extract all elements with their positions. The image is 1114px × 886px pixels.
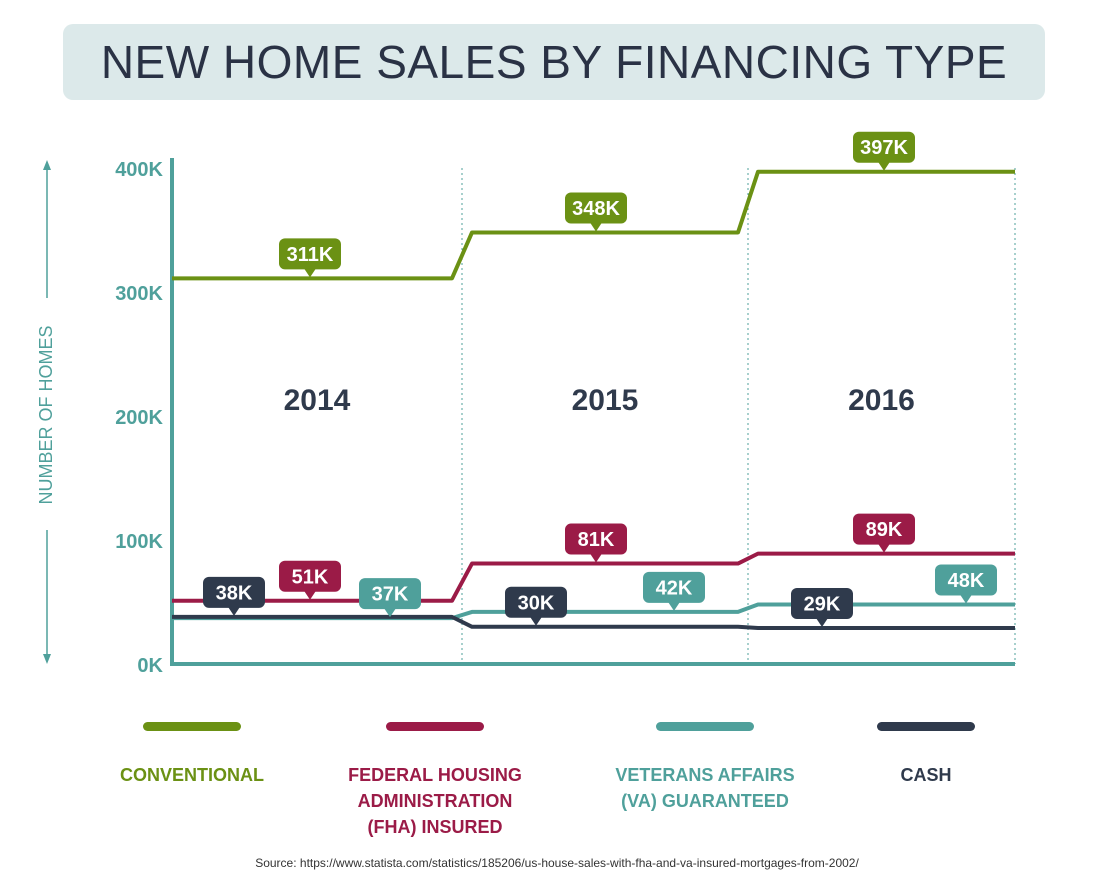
series-line [172, 169, 1015, 281]
data-label: 311K [279, 238, 341, 278]
data-label-text: 42K [656, 577, 693, 599]
data-label: 48K [935, 564, 997, 604]
source-note: Source: https://www.statista.com/statist… [255, 856, 859, 870]
data-label-text: 51K [292, 566, 329, 588]
data-label: 51K [279, 560, 341, 600]
data-label-text: 89K [866, 519, 903, 541]
data-label-text: 29K [804, 594, 841, 616]
year-label: 2015 [572, 384, 639, 417]
legend-swatch [143, 722, 241, 731]
data-label-text: 30K [518, 592, 555, 614]
y-axis-label: NUMBER OF HOMES [36, 325, 56, 504]
y-tick-label: 0K [137, 655, 163, 677]
data-label-text: 81K [578, 529, 615, 551]
y-tick-label: 300K [115, 283, 163, 305]
data-label: 38K [203, 576, 265, 616]
series-line [172, 614, 1015, 631]
legend-label: VETERANS AFFAIRS (VA) GUARANTEED [615, 765, 795, 811]
legend-swatch [386, 722, 484, 731]
legend-label: CASH [900, 765, 952, 785]
y-tick-label: 100K [115, 531, 163, 553]
data-label: 81K [565, 523, 627, 563]
data-label: 348K [565, 192, 627, 232]
chart-title: NEW HOME SALES BY FINANCING TYPE [100, 36, 1008, 88]
legend-item: CONVENTIONAL [82, 722, 302, 788]
data-label-text: 48K [948, 570, 985, 592]
data-label-text: 397K [860, 137, 908, 159]
legend-swatch [877, 722, 975, 731]
data-label: 397K [853, 131, 915, 171]
data-label: 37K [359, 578, 421, 618]
data-label: 29K [791, 588, 853, 628]
legend-item: FEDERAL HOUSING ADMINISTRATION (FHA) INS… [325, 722, 545, 840]
data-label: 30K [505, 586, 567, 626]
legend-item: VETERANS AFFAIRS (VA) GUARANTEED [595, 722, 815, 814]
y-tick-label: 200K [115, 407, 163, 429]
legend-label: CONVENTIONAL [120, 765, 264, 785]
data-label-text: 348K [572, 198, 620, 220]
legend-item: CASH [816, 722, 1036, 788]
year-label: 2016 [848, 384, 915, 417]
arrow-down-icon [43, 654, 51, 664]
data-label: 42K [643, 571, 705, 611]
title-banner: NEW HOME SALES BY FINANCING TYPE [63, 24, 1045, 100]
year-label: 2014 [284, 384, 351, 417]
data-label-text: 311K [287, 244, 334, 266]
legend-swatch [656, 722, 754, 731]
data-label-text: 38K [216, 582, 253, 604]
arrow-up-icon [43, 160, 51, 170]
y-tick-label: 400K [115, 159, 163, 181]
legend-label: FEDERAL HOUSING ADMINISTRATION (FHA) INS… [348, 765, 522, 837]
data-label-text: 37K [372, 584, 409, 606]
data-label: 89K [853, 513, 915, 553]
